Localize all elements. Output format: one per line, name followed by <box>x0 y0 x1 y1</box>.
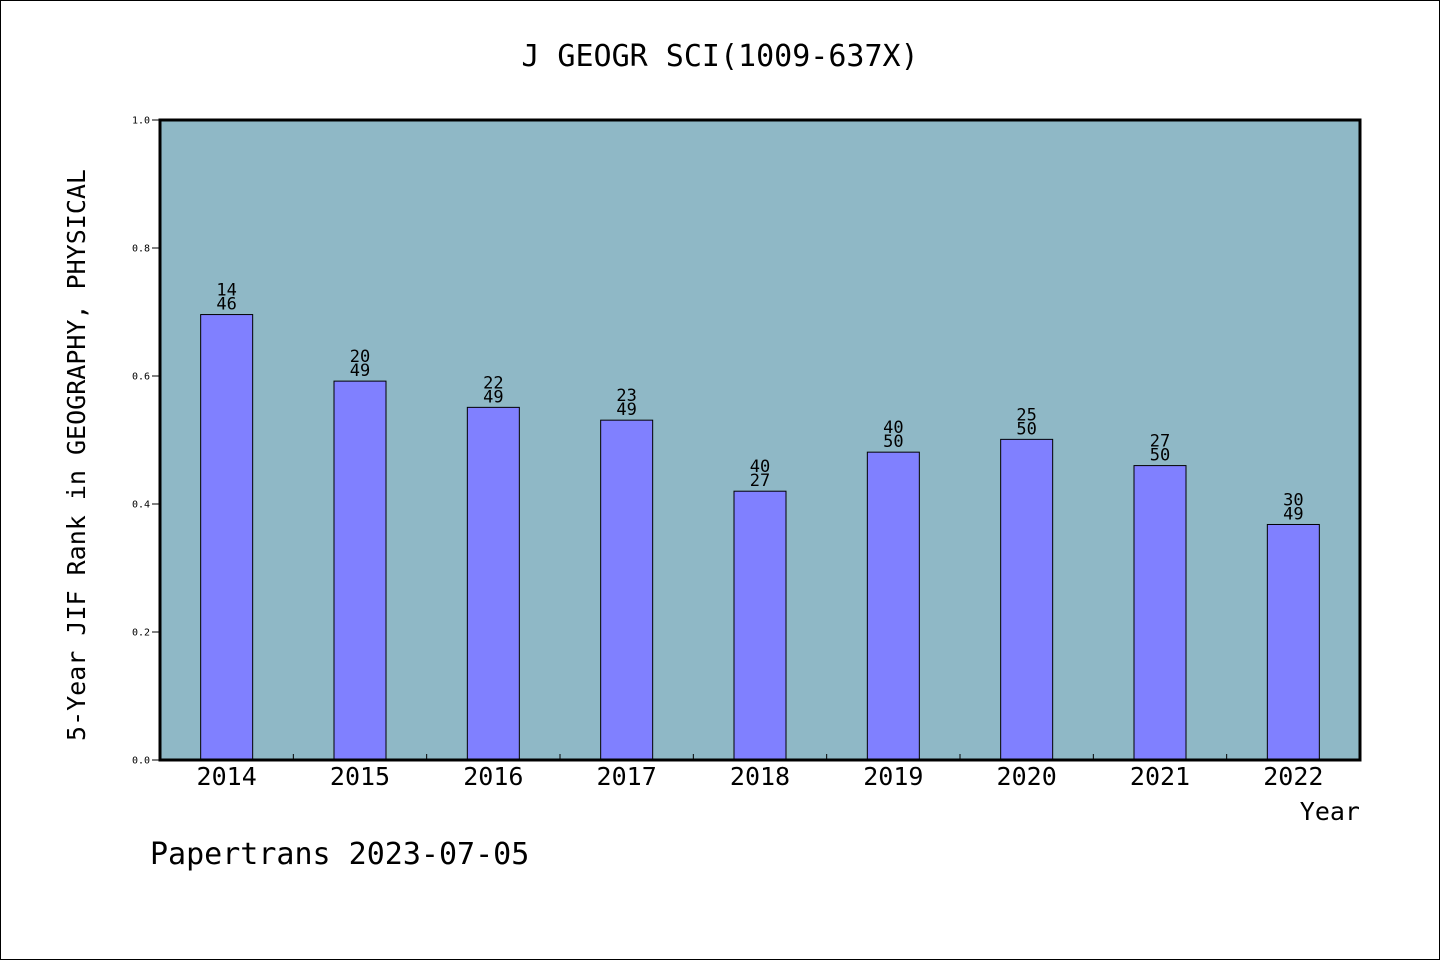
bar-label-top-2018: 40 <box>750 457 770 477</box>
bar-label-bottom-2017: 49 <box>616 400 636 420</box>
bar-label-bottom-2014: 46 <box>216 295 236 315</box>
bar-label-bottom-2015: 49 <box>350 361 370 381</box>
x-axis-label: Year <box>1300 797 1360 826</box>
bars-group <box>200 314 1320 761</box>
x-tick-label-2015: 2015 <box>330 762 390 791</box>
bar-2021 <box>1133 465 1187 761</box>
x-tick-label-2018: 2018 <box>730 762 790 791</box>
x-tick-label-2016: 2016 <box>463 762 523 791</box>
y-tick-label: 1.0 <box>132 116 150 127</box>
y-axis: 0.0 0.2 0.4 0.6 0.8 1.0 <box>132 116 160 767</box>
x-tick-label-2022: 2022 <box>1263 762 1323 791</box>
bar-label-bottom-2020: 50 <box>1016 419 1036 439</box>
x-tick-label-2020: 2020 <box>997 762 1057 791</box>
bar-2016 <box>466 406 520 761</box>
y-tick-label: 0.8 <box>132 244 150 255</box>
x-tick-label-2014: 2014 <box>197 762 257 791</box>
x-tick-label-2021: 2021 <box>1130 762 1190 791</box>
bar-2022 <box>1266 523 1320 761</box>
bar-2019 <box>866 451 920 761</box>
bar-label-top-2017: 23 <box>616 386 636 406</box>
x-tick-label-2019: 2019 <box>863 762 923 791</box>
bar-2020 <box>1000 438 1054 761</box>
bar-label-top-2021: 27 <box>1150 432 1170 452</box>
bar-label-bottom-2019: 50 <box>883 432 903 452</box>
bar-2014 <box>200 314 254 761</box>
y-tick-label: 0.2 <box>132 628 150 639</box>
bar-label-top-2022: 30 <box>1283 490 1303 510</box>
bar-2017 <box>600 419 654 761</box>
bar-2018 <box>733 490 787 761</box>
footer-credit: Papertrans 2023-07-05 <box>150 837 529 872</box>
bar-label-top-2020: 25 <box>1016 405 1036 425</box>
chart-title: J GEOGR SCI(1009-637X) <box>521 39 918 74</box>
y-axis-label: 5-Year JIF Rank in GEOGRAPHY, PHYSICAL <box>62 169 91 741</box>
bar-label-top-2019: 40 <box>883 418 903 438</box>
bar-label-top-2014: 14 <box>216 281 236 301</box>
bar-label-bottom-2022: 49 <box>1283 504 1303 524</box>
bar-label-top-2015: 20 <box>350 347 370 367</box>
y-tick-label: 0.0 <box>132 756 150 767</box>
bar-label-top-2016: 22 <box>483 373 503 393</box>
plot-border <box>158 118 1362 762</box>
bar-2015 <box>333 380 387 761</box>
x-tick-label-2017: 2017 <box>597 762 657 791</box>
y-tick-label: 0.4 <box>132 500 150 511</box>
bar-label-bottom-2021: 50 <box>1150 446 1170 466</box>
bar-label-bottom-2016: 49 <box>483 387 503 407</box>
x-axis: 2014 2015 2016 2017 2018 2019 2020 2021 2022 <box>197 754 1323 791</box>
bar-label-bottom-2018: 27 <box>750 471 770 491</box>
y-tick-label: 0.6 <box>132 372 150 383</box>
